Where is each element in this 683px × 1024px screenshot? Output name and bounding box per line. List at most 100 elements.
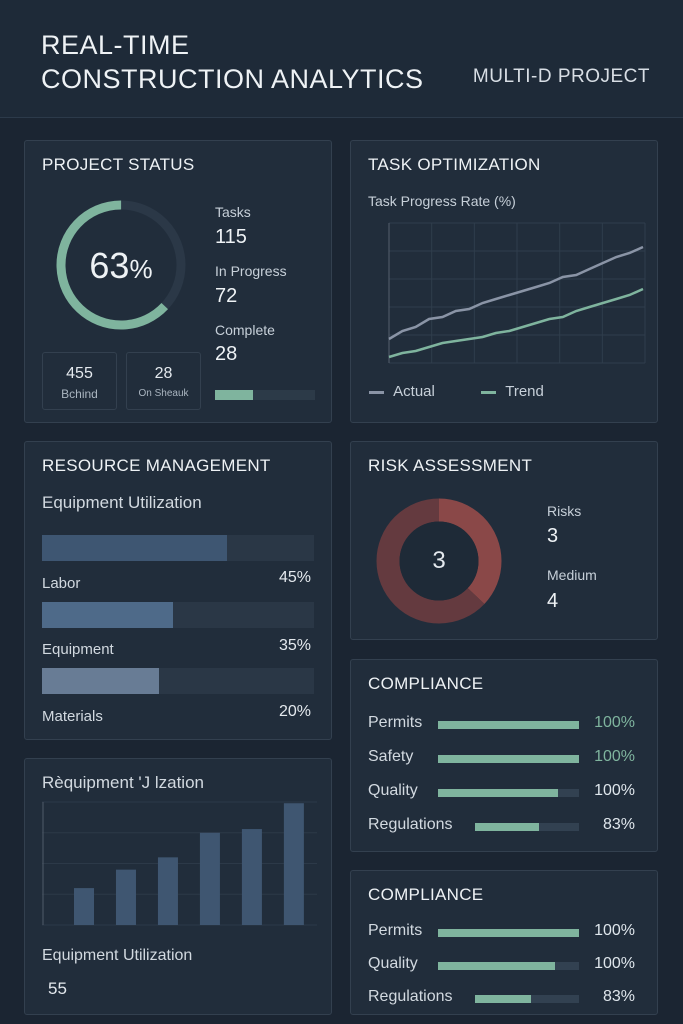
status-percent-value: 63 bbox=[89, 245, 130, 286]
series-line-actual bbox=[388, 245, 644, 341]
panel-title: PROJECT STATUS bbox=[42, 155, 195, 174]
compliance-value-permits: 100% bbox=[594, 922, 635, 939]
legend-swatch-trend bbox=[481, 390, 497, 394]
compliance-bar-fill-quality bbox=[438, 962, 556, 970]
compliance-bar-safety bbox=[438, 755, 579, 763]
resource-management-panel: RESOURCE MANAGEMENT Equipment Utilizatio… bbox=[24, 441, 332, 740]
stat-value-complete: 28 bbox=[215, 343, 238, 365]
resource-value-labor: 45% bbox=[278, 569, 311, 586]
chart-title: Task Progress Rate (%) bbox=[368, 193, 516, 209]
on-schedule-label: On Sheauk bbox=[138, 388, 189, 399]
compliance-bar-fill-permits bbox=[438, 929, 579, 937]
compliance-panel: COMPLIANCE Permits 100% Safety 100% Quality 1… bbox=[350, 659, 658, 852]
compliance-bar-regulations bbox=[475, 995, 579, 1003]
legend: Actual Trend bbox=[369, 383, 544, 400]
resource-label-labor: Labor bbox=[42, 575, 81, 592]
risk-label-medium: Medium bbox=[547, 567, 597, 583]
compliance-panel-secondary: COMPLIANCE Permits 100% Quality 100% Regulat… bbox=[350, 870, 658, 1015]
compliance-value-quality: 100% bbox=[594, 782, 635, 799]
compliance-bar-fill-regulations bbox=[475, 995, 532, 1003]
compliance-bar-fill-quality bbox=[438, 789, 558, 797]
risk-value-medium: 4 bbox=[547, 590, 559, 612]
risk-assessment-panel: RISK ASSESSMENT 3 Risks 3 Medium 4 bbox=[350, 441, 658, 640]
compliance-label-quality: Quality bbox=[368, 955, 418, 972]
compliance-bar-quality bbox=[438, 962, 579, 970]
compliance-label-permits: Permits bbox=[368, 922, 423, 939]
project-status-panel: PROJECT STATUS 63% Tasks 115 In Progress… bbox=[24, 140, 332, 423]
compliance-label-regulations: Regulations bbox=[368, 988, 453, 1005]
legend-label-trend: Trend bbox=[505, 383, 544, 400]
equipment-footer-value: 55 bbox=[48, 979, 67, 998]
compliance-label-permits: Permits bbox=[368, 714, 423, 731]
behind-value: 455 bbox=[66, 365, 93, 382]
compliance-bar-permits bbox=[438, 721, 579, 729]
utilization-bar bbox=[42, 535, 314, 561]
page-title: REAL-TIME CONSTRUCTION ANALYTICS bbox=[41, 28, 424, 96]
header: REAL-TIME CONSTRUCTION ANALYTICS MULTI-D… bbox=[0, 0, 683, 118]
resource-label-materials: Materials bbox=[42, 708, 103, 725]
resource-bar-equipment-fill bbox=[42, 668, 159, 694]
panel-title: RISK ASSESSMENT bbox=[368, 456, 533, 475]
risk-value-risks: 3 bbox=[547, 525, 559, 547]
compliance-bar-fill-safety bbox=[438, 755, 579, 763]
resource-label-equipment: Equipment bbox=[42, 641, 114, 658]
utilization-bar-fill bbox=[42, 535, 227, 561]
panel-title: COMPLIANCE bbox=[368, 885, 484, 904]
panel-subtitle: Equipment Utilization bbox=[42, 493, 202, 512]
compliance-bar-quality bbox=[438, 789, 579, 797]
panel-title: RESOURCE MANAGEMENT bbox=[42, 456, 271, 475]
behind-label: Bchind bbox=[61, 387, 98, 401]
resource-value-equipment: 35% bbox=[278, 637, 311, 654]
legend-swatch-actual bbox=[369, 390, 384, 394]
page-title-line2: CONSTRUCTION ANALYTICS bbox=[41, 64, 424, 94]
resource-bar-labor bbox=[42, 602, 314, 628]
compliance-bar-fill-permits bbox=[438, 721, 579, 729]
task-optimization-panel: TASK OPTIMIZATION Task Progress Rate (%)… bbox=[350, 140, 658, 423]
resource-bar-equipment bbox=[42, 668, 314, 694]
resource-bar-labor-fill bbox=[42, 602, 173, 628]
status-percent-sign: % bbox=[129, 254, 153, 284]
compliance-bar-permits bbox=[438, 929, 579, 937]
compliance-value-quality: 100% bbox=[594, 955, 635, 972]
compliance-value-regulations: 83% bbox=[602, 988, 635, 1005]
task-progress-line-chart bbox=[388, 222, 646, 364]
legend-label-actual: Actual bbox=[393, 383, 435, 400]
stat-label-tasks: Tasks bbox=[215, 204, 251, 220]
resource-value-materials: 20% bbox=[278, 703, 311, 720]
compliance-label-regulations: Regulations bbox=[368, 816, 453, 833]
status-donut bbox=[56, 200, 186, 330]
risk-center-value: 3 bbox=[432, 547, 446, 574]
stat-value-in-progress: 72 bbox=[215, 285, 238, 307]
panel-title: Rèquipment 'J lzation bbox=[42, 773, 204, 792]
compliance-bar-regulations bbox=[475, 823, 579, 831]
compliance-value-permits: 100% bbox=[594, 714, 635, 731]
page-title-line1: REAL-TIME bbox=[41, 30, 190, 60]
compliance-label-safety: Safety bbox=[368, 748, 414, 765]
compliance-label-quality: Quality bbox=[368, 782, 418, 799]
equipment-utilization-panel: Rèquipment 'J lzation Equipment Utilizat… bbox=[24, 758, 332, 1015]
stat-label-in-progress: In Progress bbox=[215, 263, 287, 279]
bar-6 bbox=[283, 803, 304, 925]
compliance-value-regulations: 83% bbox=[602, 816, 635, 833]
compliance-bar-fill-regulations bbox=[475, 823, 540, 831]
equipment-bar-chart bbox=[42, 801, 317, 926]
on-schedule-value: 28 bbox=[154, 365, 173, 382]
bar-4 bbox=[199, 832, 220, 925]
bar-5 bbox=[241, 829, 262, 925]
panel-title: TASK OPTIMIZATION bbox=[368, 155, 541, 174]
panel-title: COMPLIANCE bbox=[368, 674, 484, 693]
stat-label-complete: Complete bbox=[215, 322, 275, 338]
stat-value-tasks: 115 bbox=[215, 226, 247, 248]
bar-3 bbox=[157, 857, 178, 925]
status-progress-fill bbox=[215, 390, 253, 400]
risk-segment-2 bbox=[376, 498, 502, 624]
behind-card: 455 Bchind bbox=[42, 352, 117, 410]
equipment-footer-label: Equipment Utilization bbox=[42, 947, 193, 964]
status-percent: 63% bbox=[51, 245, 191, 287]
risk-donut bbox=[376, 498, 502, 624]
series-line-trend bbox=[388, 287, 644, 359]
on-schedule-card: 28 On Sheauk bbox=[126, 352, 201, 410]
risk-label-risks: Risks bbox=[547, 503, 582, 519]
project-name: MULTI-D PROJECT bbox=[472, 66, 650, 87]
status-progress-bar bbox=[215, 390, 315, 400]
